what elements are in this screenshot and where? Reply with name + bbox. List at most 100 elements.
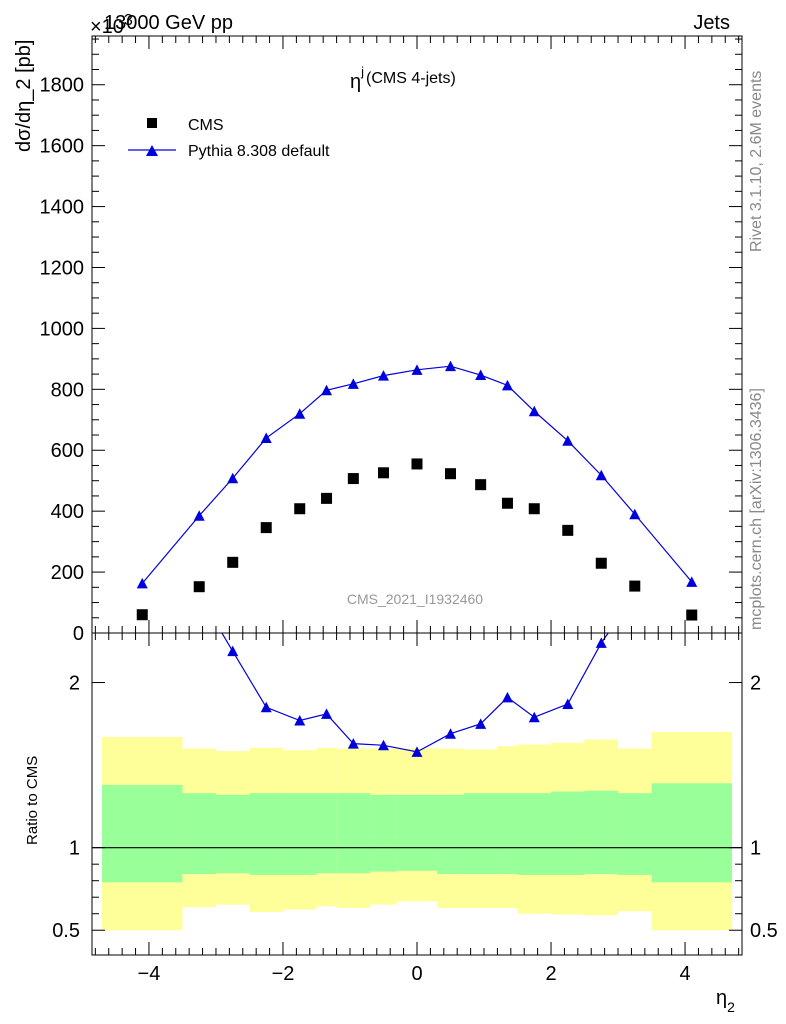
cms-point xyxy=(294,503,306,515)
category-label: Jets xyxy=(693,12,730,34)
pythia-point xyxy=(411,364,423,375)
pythia-point xyxy=(294,408,306,419)
pythia-line xyxy=(141,365,693,584)
upper-y-tick-label: 1000 xyxy=(40,318,85,340)
cms-point xyxy=(528,503,540,515)
legend-pythia-marker xyxy=(146,145,158,156)
x-tick-label: 2 xyxy=(545,963,556,985)
pythia-point xyxy=(136,577,148,589)
watermark: CMS_2021_I1932460 xyxy=(347,591,483,607)
pythia-ratio-point xyxy=(377,739,389,751)
upper-panel: 0 200 400 600 800 1000 1200 1400 1600 1800 dσ/dη_… xyxy=(13,35,743,645)
upper-y-tick-label: 0 xyxy=(73,623,84,645)
legend-cms-label: CMS xyxy=(188,117,224,134)
pythia-point xyxy=(595,469,607,481)
pythia-ratio-point xyxy=(501,691,513,703)
cms-point xyxy=(136,609,148,621)
cms-point xyxy=(686,609,698,621)
cms-point xyxy=(595,557,607,569)
band-inner xyxy=(396,794,438,871)
pythia-point xyxy=(347,378,359,389)
band-inner xyxy=(249,793,283,875)
legend-cms-marker xyxy=(147,118,157,128)
upper-y-tick-label: 400 xyxy=(51,501,84,523)
upper-y-axis-label: dσ/dη_2 [pb] xyxy=(13,40,35,152)
upper-y-tick-label: 200 xyxy=(51,562,84,584)
band-inner xyxy=(497,793,518,875)
pythia-point xyxy=(629,508,641,520)
pythia-ratio-point xyxy=(445,728,457,739)
pythia-point xyxy=(475,369,487,381)
cms-point xyxy=(629,580,641,592)
x-tick-label: 0 xyxy=(411,963,422,985)
band-inner xyxy=(618,793,652,875)
cms-point xyxy=(475,479,487,491)
ratio-y-tick-label: 2 xyxy=(69,673,80,695)
axis-scale-label: ×103 xyxy=(90,12,133,38)
band-inner xyxy=(651,783,732,883)
pythia-ratio-line xyxy=(221,633,609,753)
pythia-point xyxy=(528,405,540,417)
band-inner xyxy=(215,794,250,874)
pythia-ratio-point xyxy=(321,708,333,719)
pythia-ratio-point xyxy=(260,701,272,713)
band-inner xyxy=(282,793,317,875)
pythia-ratio-point xyxy=(686,537,697,548)
band-inner xyxy=(437,794,464,875)
x-tick-label: −4 xyxy=(138,963,161,985)
upper-y-tick-label: 1800 xyxy=(40,75,85,97)
pythia-ratio-point xyxy=(475,718,487,729)
upper-y-tick-label: 1400 xyxy=(40,197,85,219)
x-axis-label: η2 xyxy=(716,987,735,1015)
band-inner xyxy=(182,793,216,875)
band-inner xyxy=(102,784,183,883)
band-inner xyxy=(551,791,585,875)
pythia-ratio-point xyxy=(294,715,306,726)
band-inner xyxy=(517,793,552,875)
cms-point xyxy=(445,468,457,480)
pythia-point xyxy=(377,370,389,381)
band-inner xyxy=(336,793,371,874)
cms-point xyxy=(377,467,389,479)
ratio-y-tick-label: 1 xyxy=(69,838,80,860)
pythia-ratio-point xyxy=(227,645,239,657)
pythia-point xyxy=(321,384,333,396)
band-inner xyxy=(584,790,619,875)
upper-y-tick-label: 1200 xyxy=(40,257,85,279)
legend-pythia-label: Pythia 8.308 default xyxy=(188,143,330,160)
pythia-ratio-point xyxy=(595,637,607,648)
upper-y-tick-label: 1600 xyxy=(40,136,85,158)
cms-point xyxy=(321,492,333,504)
legend: CMS Pythia 8.308 default xyxy=(128,117,330,160)
upper-y-tick-label: 600 xyxy=(51,440,84,462)
pythia-point xyxy=(445,360,457,372)
cms-point xyxy=(562,524,574,536)
ratio-y-axis-label: Ratio to CMS xyxy=(24,756,41,845)
ratio-y-tick-label: 0.5 xyxy=(52,920,80,942)
pythia-ratio-point xyxy=(528,711,540,723)
ratio-y-tick-label-right: 2 xyxy=(750,673,761,695)
pythia-ratio-point xyxy=(137,558,148,569)
cms-point xyxy=(411,458,423,470)
x-tick-label: 4 xyxy=(679,963,690,985)
mcplots-info: mcplots.cern.ch [arXiv:1306.3436] xyxy=(748,388,765,630)
x-tick-label: −2 xyxy=(272,963,295,985)
cms-point xyxy=(193,581,205,593)
pythia-ratio-point xyxy=(562,698,574,710)
pythia-point xyxy=(227,472,239,484)
pythia-ratio-point xyxy=(347,738,359,749)
cms-point xyxy=(260,522,272,534)
band-inner xyxy=(463,793,498,875)
pythia-point xyxy=(562,435,574,446)
pythia-ratio-point xyxy=(411,746,423,757)
pythia-point xyxy=(193,510,205,521)
cms-point xyxy=(501,497,513,509)
ratio-y-tick-label-right: 1 xyxy=(750,838,761,860)
pythia-point xyxy=(501,379,513,391)
ratio-y-tick-label-right: 0.5 xyxy=(750,920,778,942)
cms-point xyxy=(347,473,359,485)
plot-title: ηj (CMS 4-jets) xyxy=(350,64,456,93)
pythia-point xyxy=(686,576,698,587)
cms-point xyxy=(227,556,239,568)
